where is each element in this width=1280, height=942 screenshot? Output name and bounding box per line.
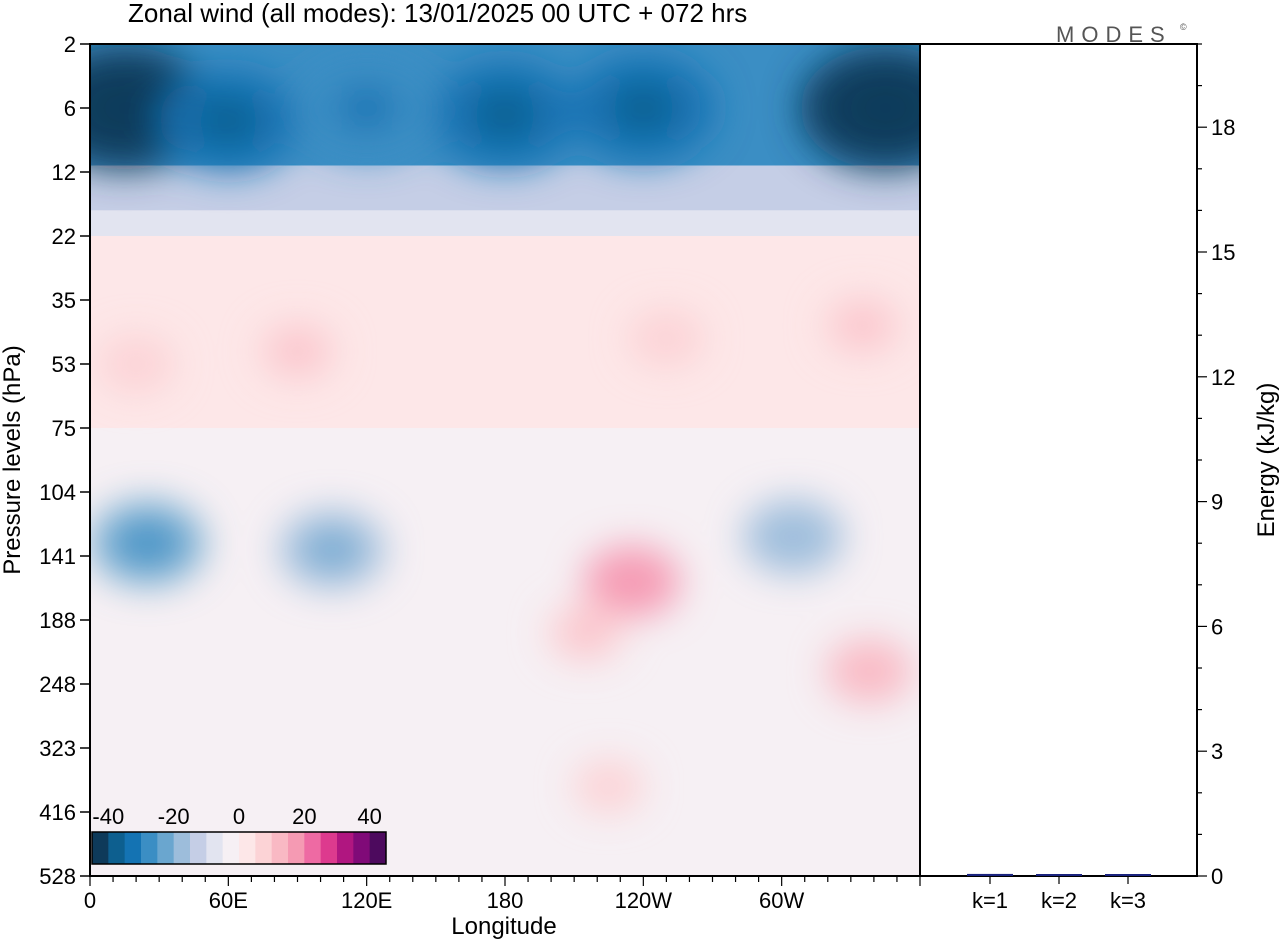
- y-tick-label: 6: [64, 96, 76, 121]
- colorbar-swatch: [206, 832, 224, 864]
- heatmap-cell-core: [279, 337, 316, 365]
- category-label: k=1: [972, 888, 1008, 913]
- heatmap-features: [90, 46, 920, 814]
- energy-tick-label: 3: [1211, 739, 1223, 764]
- y-tick-label: 323: [39, 736, 76, 761]
- energy-tick-label: 9: [1211, 490, 1223, 515]
- colorbar-frame: [91, 831, 387, 865]
- energy-tick-label: 18: [1211, 115, 1235, 140]
- heatmap-cell-core: [649, 325, 684, 352]
- y-tick-label: 248: [39, 672, 76, 697]
- energy-panel: k=1 k=2 k=3 0 3 6 9 12 15 18: [919, 43, 1235, 913]
- x-axis-label: Longitude: [451, 913, 556, 940]
- colorbar-swatch: [337, 832, 354, 864]
- colorbar-swatch: [255, 832, 273, 864]
- energy-tick-label: 0: [1211, 864, 1223, 889]
- colorbar-swatch: [369, 832, 387, 864]
- x-tick-label: 120E: [341, 888, 392, 913]
- energy-bar: [967, 873, 1013, 876]
- category-label: k=2: [1041, 888, 1077, 913]
- energy-tick-label: 15: [1211, 240, 1235, 265]
- colorbar-swatch: [141, 832, 158, 864]
- category-label: k=3: [1110, 888, 1146, 913]
- chart-title: Zonal wind (all modes): 13/01/2025 00 UT…: [128, 0, 747, 28]
- colorbar-swatch: [124, 832, 142, 864]
- colorbar-swatch: [92, 832, 109, 864]
- colorbar-label: 0: [233, 804, 245, 829]
- colorbar-label: 20: [292, 804, 316, 829]
- y-tick-label: 2: [64, 32, 76, 57]
- colorbar-swatch: [190, 832, 207, 864]
- colorbar-swatch: [320, 832, 338, 864]
- logo-mark: ©: [1180, 22, 1187, 32]
- energy-tick-label: 12: [1211, 365, 1235, 390]
- heatmap-band: [90, 236, 920, 428]
- heatmap-cell-core: [336, 85, 397, 131]
- colorbar-swatch: [353, 832, 371, 864]
- colorbar-swatch: [271, 832, 289, 864]
- energy-bars: k=1 k=2 k=3: [967, 873, 1151, 913]
- heatmap-field: [90, 44, 920, 876]
- heatmap-band: [90, 165, 920, 211]
- heatmap-cell-core: [118, 350, 154, 378]
- heatmap-band: [90, 210, 920, 236]
- x-tick-label: 120W: [615, 888, 673, 913]
- colorbar-swatch: [304, 832, 322, 864]
- energy-axis-label: Energy (kJ/kg): [1253, 383, 1280, 538]
- energy-frame: [919, 43, 1198, 877]
- y-tick-label: 12: [52, 160, 76, 185]
- x-tick-label: 60E: [209, 888, 248, 913]
- y-tick-label: 416: [39, 800, 76, 825]
- colorbar-swatch: [157, 832, 175, 864]
- x-tick-label: 0: [84, 888, 96, 913]
- modes-logo: MODES ©: [1056, 22, 1187, 47]
- heatmap-cell-core: [847, 80, 920, 136]
- colorbar-swatch: [173, 832, 191, 864]
- colorbar-label: 40: [357, 804, 381, 829]
- heatmap-cell-core: [609, 565, 654, 598]
- heatmap-cell-core: [567, 619, 604, 647]
- logo-text: MODES: [1056, 22, 1172, 47]
- energy-tick-label: 6: [1211, 614, 1223, 639]
- y-tick-label: 188: [39, 608, 76, 633]
- y-tick-label: 141: [39, 544, 76, 569]
- energy-bar: [1036, 874, 1082, 876]
- colorbar-label: -40: [92, 804, 124, 829]
- colorbar-swatch: [239, 832, 256, 864]
- y-tick-label: 53: [52, 352, 76, 377]
- energy-bar: [1105, 874, 1151, 876]
- colorbar-swatch: [288, 832, 305, 864]
- heatmap-cell-core: [90, 80, 163, 136]
- heatmap-cell-core: [197, 97, 260, 144]
- heatmap-cell-core: [122, 524, 174, 563]
- heatmap-cell-core: [610, 84, 676, 132]
- y-tick-label: 528: [39, 864, 76, 889]
- pressure-axis: 2 6 12 22 35 53 75 104 141 188 248 323 416 528: [39, 32, 90, 889]
- heatmap-cell-core: [472, 90, 538, 139]
- heatmap-plot: [89, 43, 921, 877]
- colorbar: -40 -20 0 20 40: [91, 804, 387, 865]
- heatmap-cell-core: [770, 520, 816, 554]
- longitude-axis: 0 60E 120E 180 120W 60W: [84, 876, 921, 913]
- x-tick-label: 180: [487, 888, 524, 913]
- energy-axis: 0 3 6 9 12 15 18: [1197, 43, 1235, 889]
- heatmap-cell-core: [308, 532, 356, 568]
- colorbar-swatch: [222, 832, 240, 864]
- x-tick-label: 60W: [759, 888, 804, 913]
- y-tick-label: 75: [52, 416, 76, 441]
- y-tick-label: 22: [52, 224, 76, 249]
- y-tick-label: 35: [52, 288, 76, 313]
- colorbar-swatch: [108, 832, 126, 864]
- heatmap-cell-core: [592, 774, 625, 799]
- heatmap-cell-core: [844, 312, 881, 340]
- y-axis-label: Pressure levels (hPa): [0, 345, 26, 574]
- colorbar-label: -20: [158, 804, 190, 829]
- y-tick-label: 104: [39, 480, 76, 505]
- heatmap-cell-core: [849, 656, 889, 686]
